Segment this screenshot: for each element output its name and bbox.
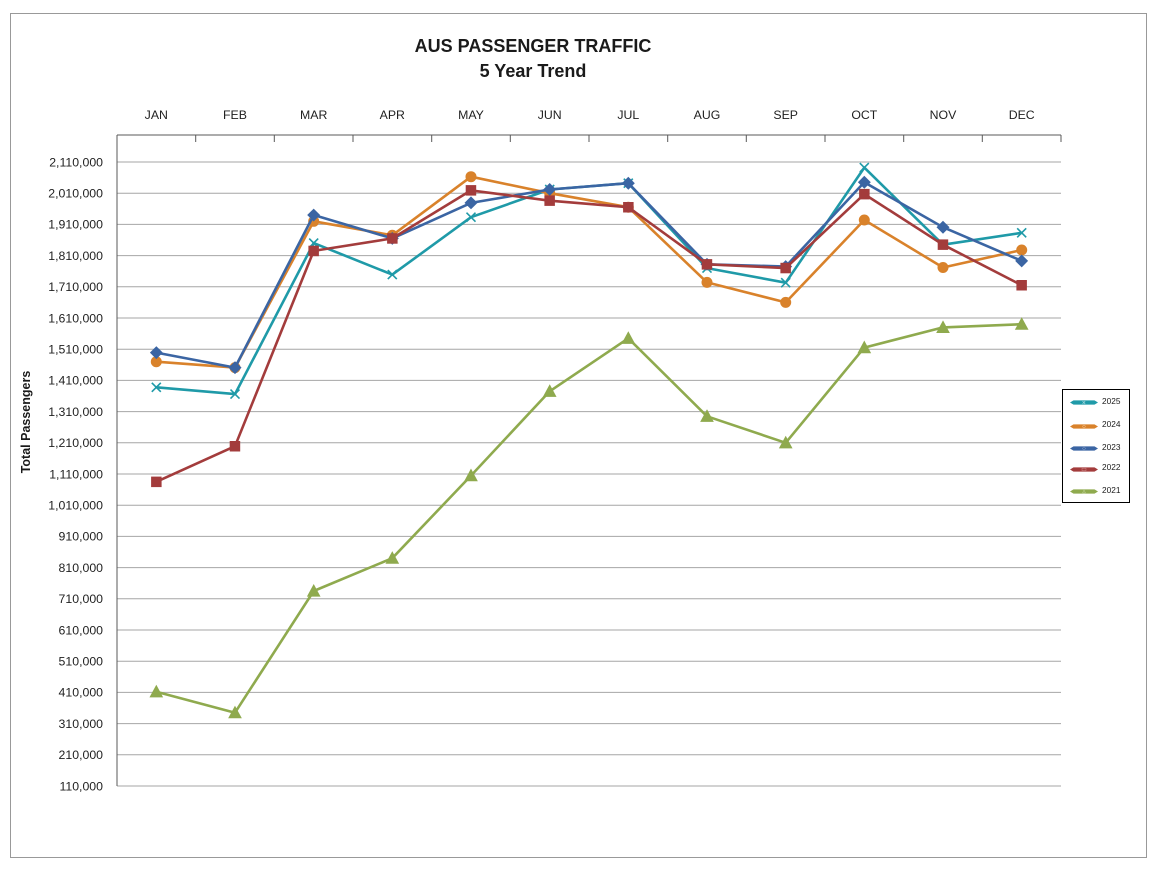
svg-text:1,610,000: 1,610,000: [48, 311, 103, 325]
svg-text:510,000: 510,000: [59, 655, 104, 669]
svg-text:1,510,000: 1,510,000: [48, 343, 103, 357]
svg-text:2,010,000: 2,010,000: [48, 187, 103, 201]
svg-text:1,010,000: 1,010,000: [48, 499, 103, 513]
svg-text:710,000: 710,000: [59, 592, 104, 606]
svg-text:910,000: 910,000: [59, 530, 104, 544]
svg-text:410,000: 410,000: [59, 686, 104, 700]
svg-text:110,000: 110,000: [59, 779, 103, 793]
svg-text:1,710,000: 1,710,000: [48, 280, 103, 294]
svg-text:SEP: SEP: [773, 108, 798, 122]
svg-text:1,110,000: 1,110,000: [49, 467, 103, 481]
svg-text:2,110,000: 2,110,000: [49, 155, 103, 169]
svg-text:JAN: JAN: [145, 108, 168, 122]
svg-text:NOV: NOV: [930, 108, 957, 122]
svg-text:APR: APR: [380, 108, 405, 122]
svg-text:210,000: 210,000: [59, 748, 104, 762]
svg-text:OCT: OCT: [851, 108, 877, 122]
svg-text:MAY: MAY: [458, 108, 484, 122]
svg-text:610,000: 610,000: [59, 623, 104, 637]
svg-text:FEB: FEB: [223, 108, 247, 122]
svg-text:DEC: DEC: [1009, 108, 1035, 122]
svg-text:1,810,000: 1,810,000: [48, 249, 103, 263]
svg-text:MAR: MAR: [300, 108, 327, 122]
svg-text:JUL: JUL: [617, 108, 639, 122]
svg-text:1,410,000: 1,410,000: [48, 374, 103, 388]
svg-text:1,910,000: 1,910,000: [48, 218, 103, 232]
svg-text:1,210,000: 1,210,000: [48, 436, 103, 450]
svg-text:AUG: AUG: [694, 108, 721, 122]
svg-text:1,310,000: 1,310,000: [48, 405, 103, 419]
svg-text:810,000: 810,000: [59, 561, 104, 575]
svg-text:JUN: JUN: [538, 108, 562, 122]
svg-text:310,000: 310,000: [59, 717, 104, 731]
